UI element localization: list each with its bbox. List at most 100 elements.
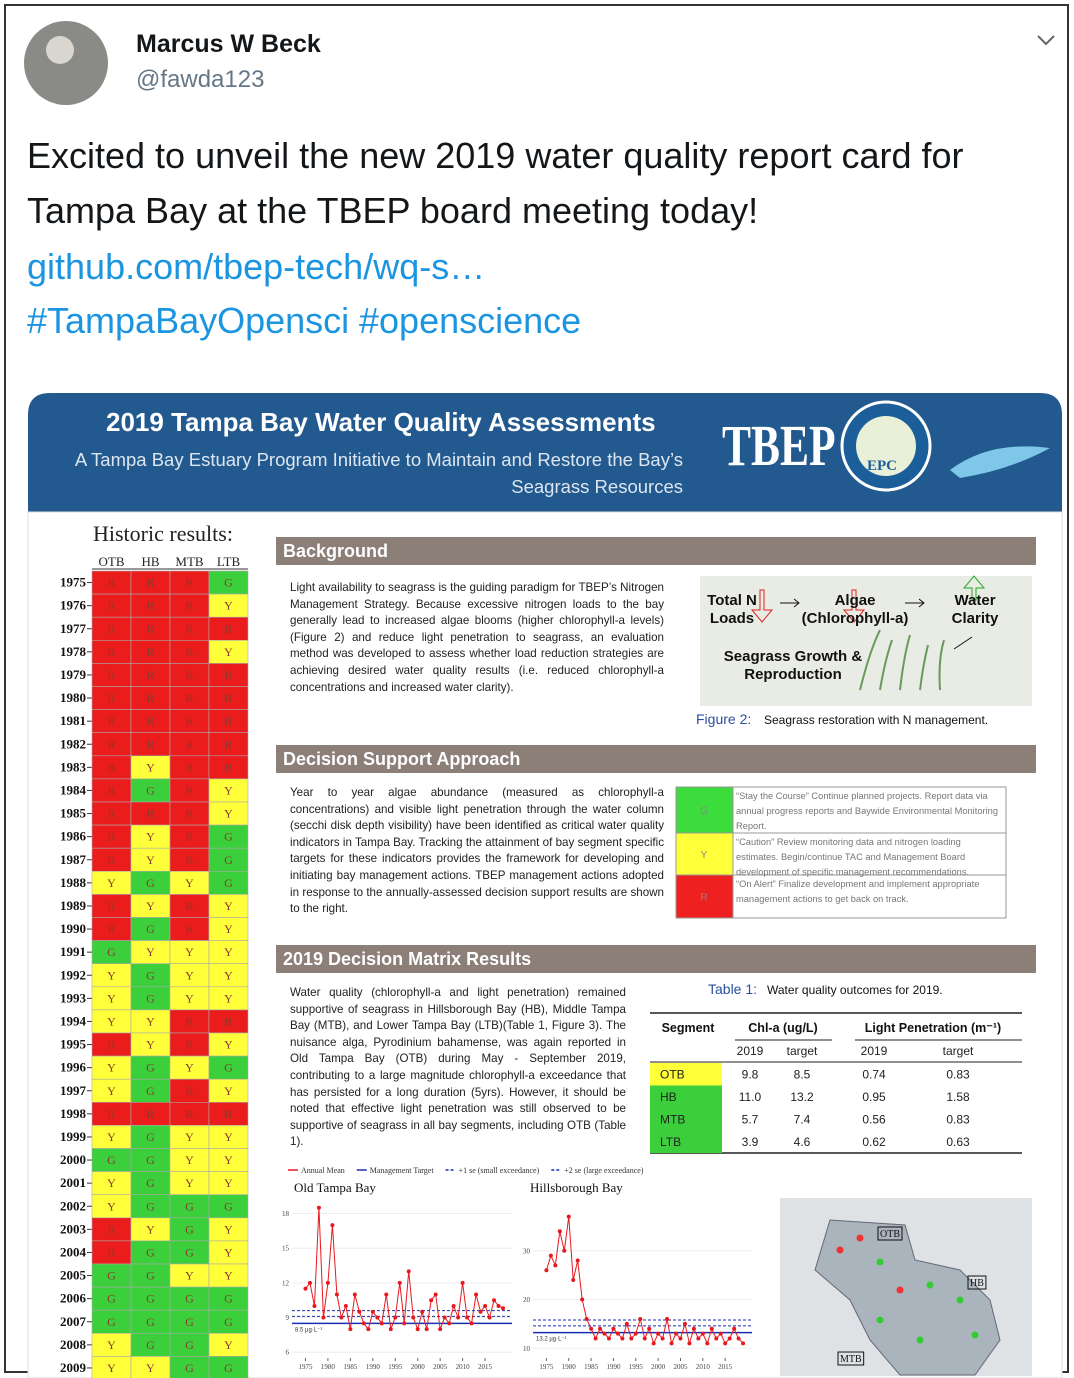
annual-mean-point bbox=[593, 1336, 598, 1341]
annual-mean-point bbox=[732, 1326, 737, 1331]
year-label: 1996 bbox=[60, 1060, 87, 1075]
annual-mean-point bbox=[487, 1315, 492, 1320]
table-subheader: 2019 bbox=[737, 1044, 764, 1058]
bay-outline bbox=[814, 1219, 1001, 1376]
result-code: Y bbox=[185, 1061, 194, 1075]
tweet-link[interactable]: github.com/tbep-tech/wq-s… bbox=[27, 246, 486, 287]
annual-mean-point bbox=[334, 1292, 339, 1297]
year-label: 1981 bbox=[60, 713, 86, 728]
x-tick-label: 2000 bbox=[411, 1363, 426, 1371]
author-name[interactable]: Marcus W Beck bbox=[136, 30, 321, 58]
result-code: R bbox=[224, 714, 232, 728]
annual-mean-point bbox=[451, 1304, 456, 1308]
table-subheader: target bbox=[787, 1044, 818, 1058]
year-label: 1978 bbox=[60, 644, 87, 659]
result-code: G bbox=[146, 1245, 155, 1259]
result-code: R bbox=[107, 668, 115, 682]
annual-mean-point bbox=[438, 1327, 443, 1332]
key-code: G bbox=[700, 806, 708, 817]
hashtag[interactable]: #TampaBayOpensci bbox=[27, 300, 350, 341]
annual-mean-point bbox=[339, 1315, 344, 1320]
annual-mean-point bbox=[325, 1280, 330, 1285]
epc-logo-inner bbox=[856, 416, 916, 476]
result-code: Y bbox=[224, 968, 233, 982]
result-code: G bbox=[185, 1199, 194, 1213]
plot-bg bbox=[292, 1202, 512, 1358]
segment-cell bbox=[650, 1085, 722, 1108]
annual-mean-point bbox=[669, 1341, 674, 1346]
result-code: R bbox=[185, 668, 193, 682]
x-tick-label: 2015 bbox=[478, 1363, 493, 1371]
result-code: R bbox=[107, 807, 115, 821]
seagrass-illustration bbox=[859, 629, 945, 691]
hashtag[interactable]: #openscience bbox=[359, 300, 582, 341]
table-subheader: 2019 bbox=[861, 1044, 888, 1058]
table-cell: 4.6 bbox=[794, 1135, 811, 1149]
x-tick-label: 2000 bbox=[651, 1363, 666, 1371]
author-handle[interactable]: @fawda123 bbox=[136, 66, 265, 93]
table-cell: 5.7 bbox=[742, 1113, 759, 1127]
x-tick-label: 2010 bbox=[456, 1363, 471, 1371]
result-code: Y bbox=[146, 1222, 155, 1236]
result-code: Y bbox=[146, 945, 155, 959]
x-tick-label: 2015 bbox=[718, 1363, 733, 1371]
section-text: Light availability to seagrass is the gu… bbox=[290, 581, 664, 694]
year-label: 1984 bbox=[60, 782, 87, 797]
menu-chevron[interactable] bbox=[1037, 35, 1055, 46]
year-label: 1995 bbox=[60, 1037, 87, 1052]
annual-mean-point bbox=[388, 1327, 393, 1332]
result-code: Y bbox=[185, 991, 194, 1005]
year-label: 1976 bbox=[60, 598, 87, 613]
annual-mean-point bbox=[682, 1321, 687, 1326]
year-label: 1990 bbox=[60, 921, 86, 936]
map-label: MTB bbox=[840, 1354, 862, 1365]
legend-label: +2 se (large exceedance) bbox=[564, 1166, 644, 1175]
avatar[interactable] bbox=[24, 21, 108, 105]
result-code: Y bbox=[146, 1014, 155, 1028]
result-code: R bbox=[107, 899, 115, 913]
segment-header: OTB bbox=[99, 554, 125, 569]
table-header: Chl-a (ug/L) bbox=[748, 1021, 817, 1035]
segment-cell bbox=[650, 1108, 722, 1131]
figure2-node: Water Clarity bbox=[951, 592, 999, 627]
annual-mean-point bbox=[723, 1341, 728, 1346]
result-code: R bbox=[224, 1014, 232, 1028]
result-code: R bbox=[224, 691, 232, 705]
result-code: R bbox=[146, 622, 154, 636]
result-code: G bbox=[107, 1292, 116, 1306]
result-code: G bbox=[146, 1292, 155, 1306]
annual-mean-point bbox=[496, 1304, 501, 1308]
annual-mean-point bbox=[700, 1331, 705, 1336]
annual-mean-point bbox=[402, 1321, 407, 1326]
annual-mean-point bbox=[375, 1315, 380, 1320]
result-code: G bbox=[146, 1338, 155, 1352]
y-tick-label: 10 bbox=[523, 1345, 531, 1353]
year-label: 2007 bbox=[60, 1314, 87, 1329]
year-label: 2001 bbox=[60, 1175, 86, 1190]
annual-mean-point bbox=[584, 1317, 589, 1321]
annual-mean-point bbox=[492, 1298, 497, 1303]
segment-cell bbox=[650, 1063, 722, 1086]
year-label: 2006 bbox=[60, 1291, 87, 1306]
annual-mean-point bbox=[575, 1258, 580, 1263]
annual-mean-point bbox=[442, 1315, 447, 1320]
result-code: G bbox=[185, 1361, 194, 1375]
x-tick-label: 2010 bbox=[696, 1363, 711, 1371]
annual-mean-point bbox=[397, 1280, 402, 1285]
x-tick-label: 1975 bbox=[539, 1363, 554, 1371]
report-subtitle: Seagrass Resources bbox=[511, 476, 683, 497]
y-tick-label: 30 bbox=[523, 1247, 531, 1255]
result-code: R bbox=[107, 783, 115, 797]
segment-header: MTB bbox=[175, 554, 204, 569]
result-code: R bbox=[185, 922, 193, 936]
result-code: R bbox=[185, 760, 193, 774]
result-code: Y bbox=[146, 830, 155, 844]
year-label: 1977 bbox=[60, 621, 87, 636]
figure2-arrow-up bbox=[962, 575, 986, 601]
result-code: R bbox=[107, 1107, 115, 1121]
annual-mean-point bbox=[548, 1253, 553, 1258]
annual-mean-point bbox=[469, 1321, 474, 1326]
year-label: 1997 bbox=[60, 1083, 87, 1098]
map-label-box bbox=[967, 1275, 987, 1290]
